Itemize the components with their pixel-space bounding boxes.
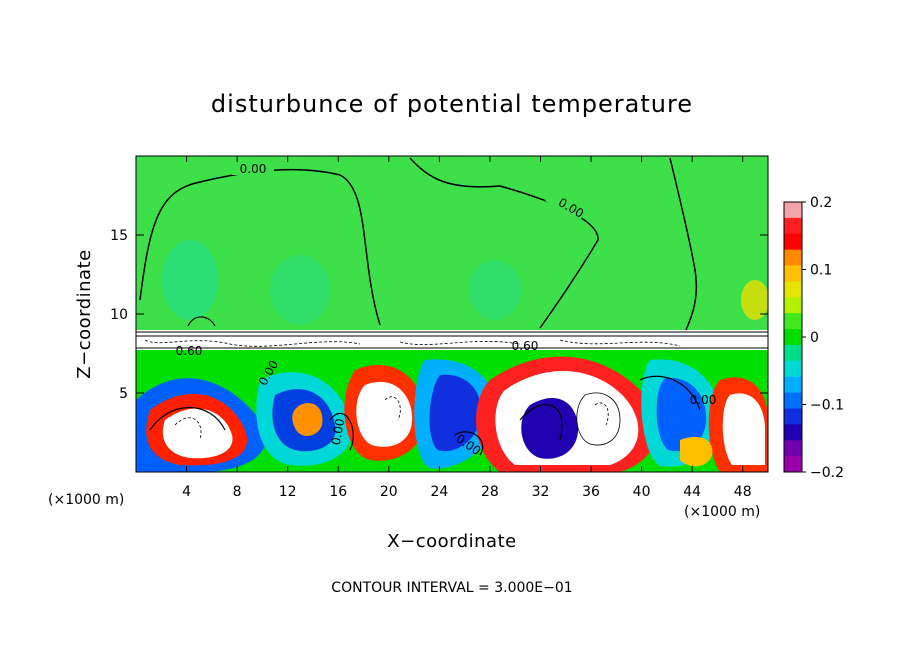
y-tick-label: 10 (110, 307, 128, 323)
x-unit-left: (×1000 m) (48, 492, 124, 508)
colorbar-swatch (784, 440, 802, 457)
colorbar-tick-label: 0.1 (810, 263, 832, 279)
colorbar-swatch (784, 456, 802, 473)
y-tick-label: 5 (119, 386, 128, 402)
plot-area: 0.00 0.00 0.60 0.60 0.00 0.00 0.00 0.00 (136, 156, 768, 472)
x-tick-label: 16 (329, 484, 347, 500)
y-tick-label: 15 (110, 228, 128, 244)
x-unit-right: (×1000 m) (684, 504, 760, 520)
inversion-band (136, 330, 768, 352)
lower-field (136, 350, 768, 472)
colorbar-tick-label: −0.1 (810, 398, 844, 414)
colorbar-swatch (784, 360, 802, 378)
upper-patch (162, 240, 218, 320)
y-axis-label: Z−coordinate (74, 249, 95, 378)
contour-interval-footer: CONTOUR INTERVAL = 3.000E−01 (331, 580, 572, 596)
x-tick-label: 32 (532, 484, 550, 500)
colorbar-swatch (784, 313, 802, 330)
contour-line (136, 331, 768, 352)
contour-line (174, 396, 609, 441)
x-tick-label: 24 (430, 484, 448, 500)
contour-line (669, 157, 698, 331)
contour-line (149, 375, 701, 456)
colorbar-tick-label: 0 (810, 330, 819, 346)
contour-label: 0.60 (176, 344, 203, 358)
contour-line (139, 168, 381, 326)
contour-label: 0.00 (690, 393, 717, 407)
colorbar-swatch (784, 297, 802, 314)
colorbar-swatch (784, 249, 802, 267)
colorbar-swatch (784, 376, 802, 394)
colorbar-swatch (784, 202, 802, 219)
x-tick-label: 20 (380, 484, 398, 500)
upper-patch (270, 255, 330, 325)
colorbar: 0.2 0.1 0 −0.1 −0.2 (783, 195, 844, 481)
colorbar-tick-label: 0.2 (810, 195, 832, 211)
colorbar-swatch (784, 281, 802, 298)
colorbar-swatch (784, 329, 802, 346)
x-tick-label: 40 (633, 484, 651, 500)
colorbar-swatch (784, 344, 802, 362)
colorbar-tick-label: −0.2 (810, 465, 844, 481)
x-tick-label: 48 (734, 484, 752, 500)
colorbar-swatch (784, 233, 802, 251)
colorbar-swatch (784, 424, 802, 441)
colorbar-swatch (784, 265, 802, 282)
contour-labels: 0.00 0.00 0.60 0.60 0.00 0.00 0.00 0.00 (176, 161, 717, 458)
contour-label: 0.00 (329, 417, 347, 446)
y-axis: 5 10 15 (110, 228, 768, 402)
x-tick-label: 44 (683, 484, 701, 500)
colorbar-swatch (784, 217, 802, 235)
colorbar-swatch (784, 408, 802, 425)
contour-line (144, 339, 681, 347)
contour-label: 0.00 (240, 162, 267, 176)
x-tick-label: 28 (481, 484, 499, 500)
x-tick-label: 36 (582, 484, 600, 500)
colorbar-swatch (784, 392, 802, 409)
contour-line (187, 316, 216, 327)
x-axis-label: X−coordinate (387, 531, 516, 552)
upper-patch (741, 280, 768, 320)
x-tick-label: 12 (279, 484, 297, 500)
x-axis: 4 8 12 16 20 24 28 32 36 40 44 48 (182, 156, 752, 500)
upper-field (136, 156, 768, 336)
chart-title: disturbunce of potential temperature (211, 90, 693, 118)
contour-label: 0.60 (512, 339, 539, 353)
x-tick-label: 8 (233, 484, 242, 500)
upper-patch (469, 260, 521, 320)
x-tick-label: 4 (182, 484, 191, 500)
